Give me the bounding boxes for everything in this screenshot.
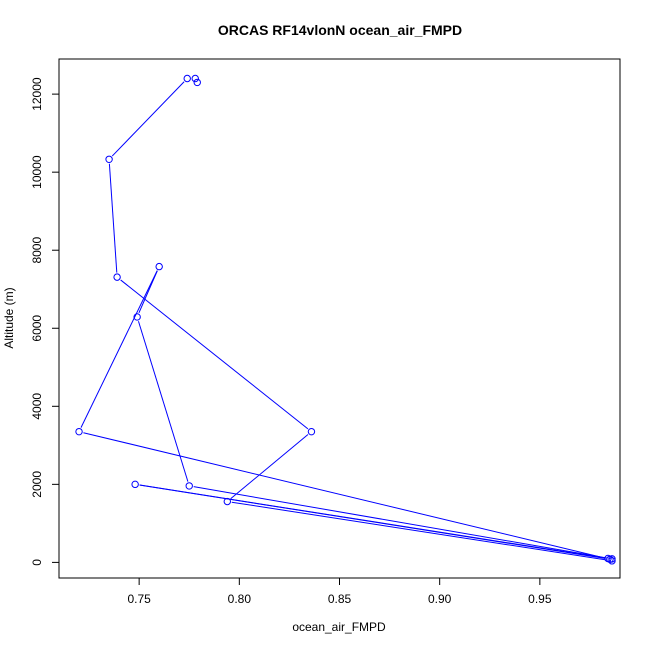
data-point (223, 497, 232, 506)
x-axis-label: ocean_air_FMPD (292, 620, 386, 634)
data-point (608, 557, 616, 565)
series-segment (193, 486, 608, 559)
x-tick-label: 0.80 (228, 592, 252, 606)
plot-frame (58, 58, 621, 579)
data-point (131, 480, 139, 489)
data-point (185, 482, 193, 490)
series-segment (111, 81, 185, 157)
series-segment (139, 484, 606, 560)
data-point (105, 155, 113, 163)
data-point (75, 427, 83, 436)
series-segment (83, 432, 606, 559)
data-series (75, 74, 616, 565)
data-point (155, 262, 163, 271)
series-segment (80, 270, 158, 428)
series-segment (138, 270, 158, 314)
x-tick-label: 0.85 (328, 592, 352, 606)
data-point (191, 74, 199, 83)
series-segment (137, 321, 189, 482)
y-tick-label: 10000 (30, 155, 44, 189)
y-tick-label: 8000 (30, 237, 44, 264)
y-tick-label: 6000 (30, 315, 44, 342)
x-axis: 0.75 0.80 0.85 0.90 0.95 (127, 577, 552, 606)
y-tick-label: 4000 (30, 393, 44, 420)
chart-title: ORCAS RF14vlonN ocean_air_FMPD (218, 22, 462, 38)
data-point (307, 427, 316, 436)
data-point (133, 313, 141, 321)
data-point (183, 74, 191, 83)
series-segment (231, 501, 608, 561)
data-point (193, 78, 201, 87)
data-point (113, 273, 121, 281)
y-tick-label: 0 (30, 559, 44, 566)
y-axis: 0 2000 4000 6000 8000 10000 12000 (30, 77, 60, 566)
series-segment (120, 279, 309, 430)
data-point (608, 555, 616, 563)
y-tick-label: 12000 (30, 77, 44, 111)
series-segment (108, 163, 118, 273)
y-axis-label: Altitude (m) (2, 287, 16, 348)
x-tick-label: 0.95 (528, 592, 552, 606)
x-tick-label: 0.75 (127, 592, 151, 606)
series-segment (230, 434, 309, 500)
x-tick-label: 0.90 (428, 592, 452, 606)
y-tick-label: 2000 (30, 471, 44, 498)
